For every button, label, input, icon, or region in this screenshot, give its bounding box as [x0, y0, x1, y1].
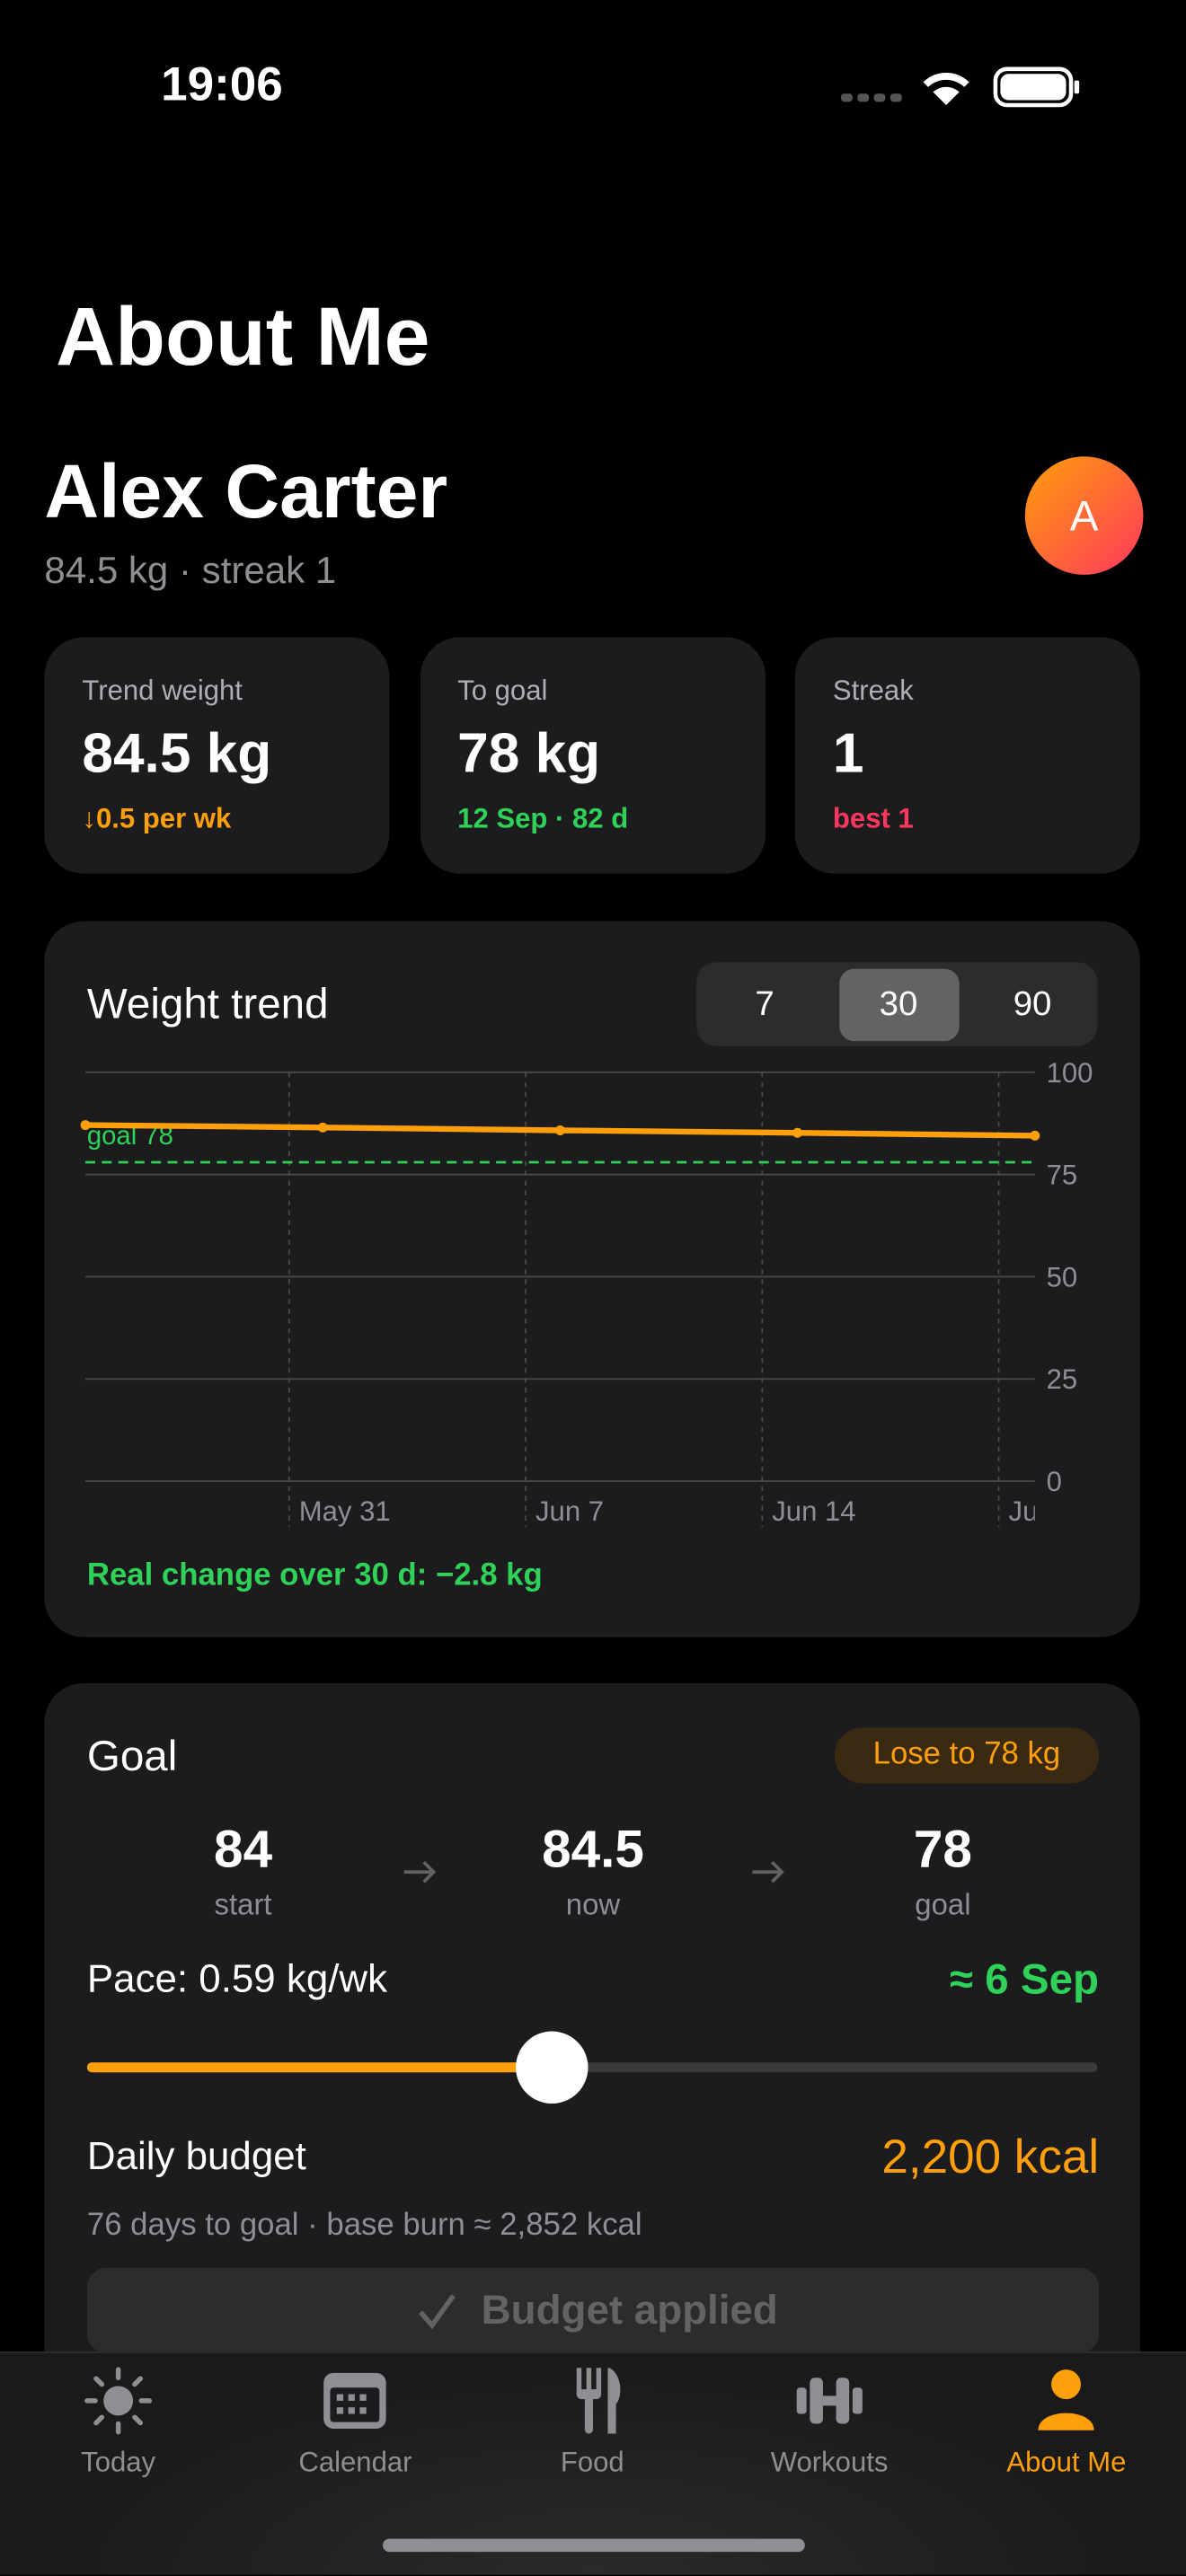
tab-icon [1038, 2369, 1094, 2430]
tab-label[interactable]: Food [560, 2447, 624, 2478]
x-tick-label: Ju [1009, 1495, 1039, 1527]
stat-label: Trend weight [82, 675, 243, 707]
step-label: start [214, 1888, 272, 1922]
weight-point [1030, 1130, 1040, 1141]
stat-label: Streak [832, 675, 914, 707]
weight-point [554, 1125, 565, 1135]
tab-label[interactable]: Calendar [298, 2447, 412, 2478]
stat-value: 84.5 kg [82, 722, 272, 785]
x-tick-label: May 31 [299, 1495, 391, 1527]
page-title: About Me [56, 290, 430, 383]
budget-button-label: Budget applied [481, 2287, 778, 2333]
stat-detail: 12 Sep · 82 d [457, 803, 629, 834]
step-value: 78 [913, 1819, 972, 1879]
budget-button[interactable] [86, 2267, 1100, 2353]
avatar[interactable]: A [1024, 456, 1144, 575]
stat-card [420, 637, 766, 874]
chart-title: Weight trend [86, 978, 329, 1028]
weight-point [317, 1122, 328, 1133]
tab-icon [84, 2367, 153, 2435]
y-tick-label: 75 [1047, 1160, 1078, 1191]
stat-card [794, 637, 1140, 874]
tab-bar [0, 2351, 1186, 2575]
stat-detail: ↓0.5 per wk [82, 803, 232, 834]
y-tick-label: 100 [1047, 1057, 1093, 1089]
check-icon [418, 2294, 456, 2330]
status-time: 19:06 [161, 58, 283, 112]
y-tick-label: 50 [1047, 1261, 1078, 1292]
tab-icon [323, 2372, 387, 2429]
tab-label[interactable]: Workouts [770, 2447, 889, 2478]
goal-title: Goal [86, 1730, 178, 1780]
budget-value: 2,200 kcal [881, 2131, 1100, 2184]
range-option[interactable]: 30 [838, 968, 959, 1042]
step-label: goal [915, 1888, 971, 1922]
weight-point [80, 1120, 91, 1131]
status-icons [841, 66, 1080, 108]
x-tick-label: Jun 7 [535, 1495, 604, 1527]
budget-label: Daily budget [86, 2134, 306, 2180]
range-option[interactable]: 90 [1013, 984, 1052, 1023]
y-tick-label: 25 [1047, 1363, 1078, 1395]
goal-eta: ≈ 6 Sep [949, 1954, 1100, 2004]
budget-note: 76 days to goal · base burn ≈ 2,852 kcal [86, 2208, 642, 2244]
tab-label[interactable]: About Me [1006, 2447, 1127, 2478]
stat-value: 1 [832, 722, 864, 785]
step-value: 84 [214, 1819, 273, 1879]
stat-label: To goal [457, 675, 548, 707]
goal-pace: Pace: 0.59 kg/wk [86, 1957, 388, 2002]
tab-icon [796, 2378, 863, 2424]
stat-value: 78 kg [457, 722, 601, 785]
home-indicator [382, 2538, 805, 2553]
range-option[interactable]: 7 [755, 984, 774, 1023]
y-tick-label: 0 [1047, 1466, 1062, 1497]
pace-slider[interactable] [66, 2023, 1117, 2114]
stat-detail: best 1 [832, 803, 914, 834]
chart-footnote: Real change over 30 d: −2.8 kg [86, 1558, 543, 1593]
profile-name: Alex Carter [44, 448, 448, 534]
goal-badge: Lose to 78 kg [834, 1727, 1100, 1784]
tab-icon [575, 2368, 620, 2434]
weight-point [792, 1127, 803, 1138]
stat-card [44, 637, 390, 874]
tab-label[interactable]: Today [81, 2447, 156, 2478]
profile-subtitle: 84.5 kg · streak 1 [44, 548, 337, 592]
step-value: 84.5 [542, 1819, 644, 1879]
step-label: now [565, 1888, 621, 1922]
x-tick-label: Jun 14 [772, 1495, 855, 1527]
step-arrows [403, 1860, 784, 1883]
